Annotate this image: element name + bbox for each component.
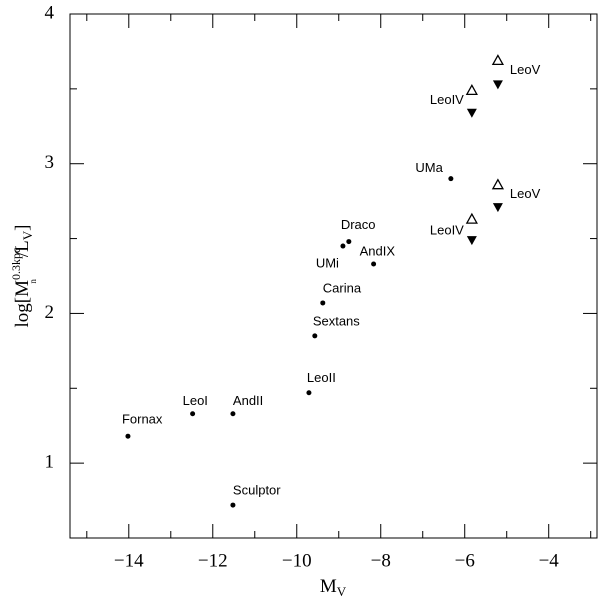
point <box>306 390 312 396</box>
point <box>371 261 377 267</box>
point-label: Draco <box>341 217 376 232</box>
y-label-sup: 0.3kpc <box>9 248 23 280</box>
x-tick-label: −12 <box>198 550 228 571</box>
x-axis-label: MV <box>320 576 347 599</box>
y-label-main: log[M <box>12 280 33 328</box>
point <box>312 333 318 339</box>
point <box>346 239 352 245</box>
point-label: Fornax <box>122 412 163 427</box>
y-tick-label: 3 <box>45 152 55 173</box>
plot-frame <box>69 13 598 539</box>
x-tick-label: −6 <box>455 550 475 571</box>
lower-triangle <box>492 203 503 213</box>
point-label: AndII <box>233 393 263 408</box>
y-axis-label: log[M0.3kpc n/LV] <box>9 225 38 328</box>
upper-triangle <box>491 178 505 190</box>
lower-triangle <box>466 108 477 118</box>
point-label: LeoII <box>307 370 336 385</box>
point-label: LeoV <box>510 186 541 201</box>
lower-triangle <box>466 236 477 246</box>
point <box>230 411 236 417</box>
point-label: Sextans <box>313 313 360 328</box>
y-label-end: ] <box>12 225 33 231</box>
point-label: LeoI <box>183 393 208 408</box>
x-tick-label: −10 <box>282 550 312 571</box>
point <box>320 300 326 306</box>
point <box>230 502 236 508</box>
upper-triangle <box>465 84 478 96</box>
point <box>190 411 196 417</box>
upper-triangle <box>465 212 478 224</box>
point-label: UMa <box>415 160 443 175</box>
x-label-main: M <box>320 576 337 597</box>
point-label: Carina <box>323 280 362 295</box>
point <box>448 176 454 182</box>
y-tick-label: 4 <box>45 2 55 23</box>
y-tick-label: 2 <box>45 302 55 323</box>
point-label: Sculptor <box>233 483 281 498</box>
point-label: AndIX <box>360 243 396 258</box>
x-tick-label: −8 <box>371 550 391 571</box>
y-label-rest: /L <box>12 240 33 257</box>
x-tick-label: −14 <box>114 550 144 571</box>
y-tick-label: 1 <box>45 452 55 473</box>
point-label: UMi <box>316 255 339 270</box>
x-label-sub: V <box>337 584 347 599</box>
point-label: LeoV <box>510 62 541 77</box>
point <box>125 433 131 439</box>
y-label-sub2: V <box>20 230 35 240</box>
point-label: LeoIV <box>430 92 464 107</box>
point <box>340 243 346 249</box>
point-label: LeoIV <box>430 223 464 238</box>
y-label-sub: n <box>28 279 38 284</box>
upper-triangle <box>491 54 505 66</box>
x-tick-label: −4 <box>539 550 560 571</box>
lower-triangle <box>492 80 503 90</box>
